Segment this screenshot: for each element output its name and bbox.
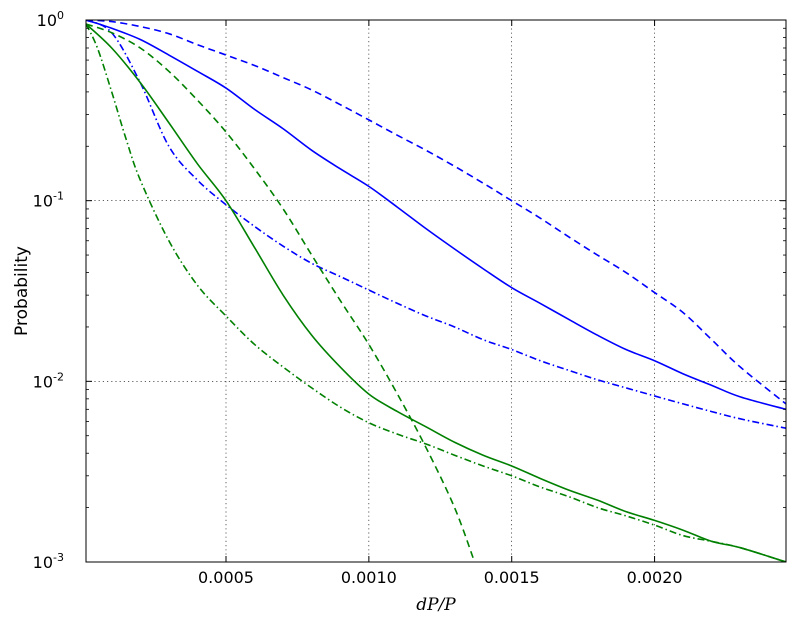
- y-tick-base: 10: [37, 11, 57, 30]
- series-line-green-solid: [86, 23, 786, 562]
- x-tick-label: 0.0005: [198, 568, 254, 587]
- y-tick-label: 100: [37, 9, 64, 30]
- y-tick-base: 10: [33, 372, 53, 391]
- y-tick-label: 10-3: [33, 551, 64, 572]
- y-tick-label: 10-1: [33, 190, 64, 211]
- series-line-blue-dashed: [86, 20, 786, 405]
- y-tick-exponent: -2: [53, 370, 64, 383]
- y-tick-base: 10: [33, 553, 53, 572]
- series-line-blue-solid: [86, 20, 786, 411]
- series-layer: [86, 20, 786, 562]
- x-tick-labels: 0.0005 0.0010 0.0015 0.0020: [198, 568, 683, 587]
- series-line-green-dashed: [86, 23, 476, 562]
- series-line-blue-dashdot: [86, 20, 786, 430]
- y-tick-exponent: -1: [53, 190, 64, 203]
- x-tick-label: 0.0015: [484, 568, 540, 587]
- ticks: [86, 19, 786, 563]
- series-line-green-dashdot: [86, 23, 786, 562]
- y-axis-label: Probability: [12, 246, 32, 336]
- y-tick-exponent: 0: [57, 9, 64, 22]
- plot-background: [86, 20, 786, 562]
- y-tick-base: 10: [33, 192, 53, 211]
- x-tick-label: 0.0020: [627, 568, 683, 587]
- plot-frame: [85, 19, 787, 563]
- y-tick-label: 10-2: [33, 370, 64, 391]
- y-tick-exponent: -3: [53, 551, 64, 564]
- x-tick-label: 0.0010: [341, 568, 397, 587]
- x-axis-label: dP/P: [416, 595, 456, 615]
